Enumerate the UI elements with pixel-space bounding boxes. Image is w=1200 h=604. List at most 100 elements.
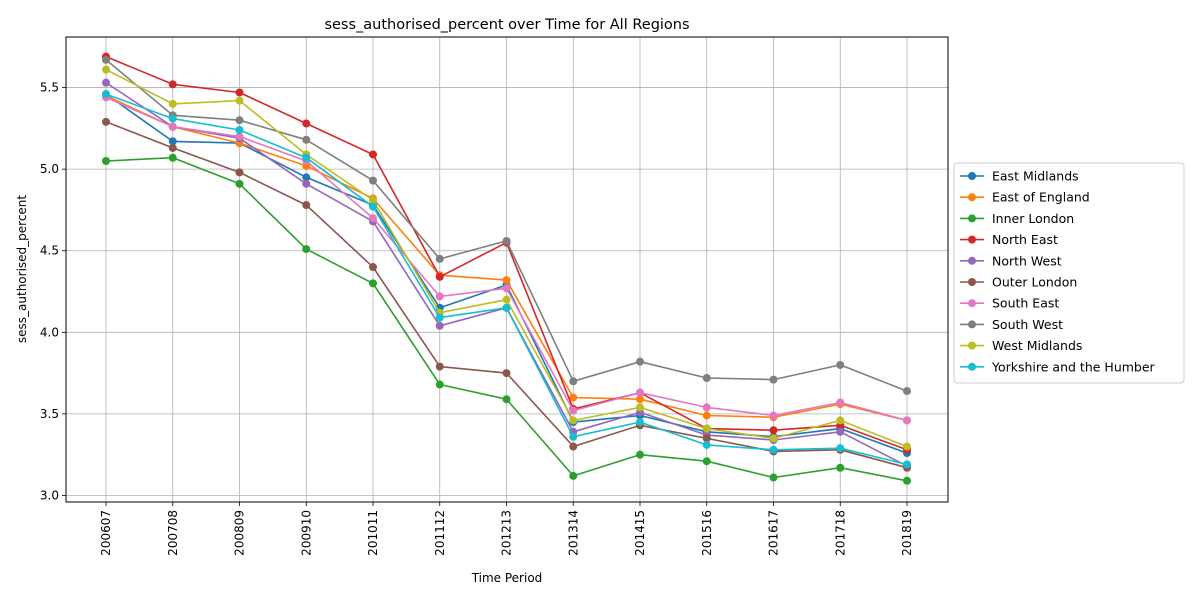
data-point — [569, 406, 578, 415]
legend: East Midlands East of England Inner London… — [953, 162, 1185, 384]
series-group — [102, 93, 911, 425]
legend-swatch-marker — [968, 362, 976, 371]
data-point — [769, 434, 778, 443]
data-point — [369, 263, 377, 272]
data-point — [702, 457, 711, 466]
data-point — [302, 179, 311, 188]
data-point — [636, 357, 644, 366]
legend-label: Yorkshire and the Humber — [991, 359, 1156, 374]
x-tick-label: 200708 — [166, 510, 180, 556]
data-point — [636, 403, 644, 412]
series-group — [102, 90, 911, 469]
data-point — [235, 179, 244, 188]
data-point — [502, 369, 511, 378]
data-point — [502, 276, 511, 285]
legend-swatch-marker — [968, 214, 976, 223]
legend-item: South East — [960, 296, 1059, 311]
data-point — [702, 403, 711, 412]
legend-swatch-marker — [968, 235, 976, 244]
legend-swatch-marker — [968, 299, 976, 308]
data-point — [102, 55, 110, 64]
data-point — [369, 202, 377, 211]
y-axis-ticks: 3.0 3.5 4.0 4.5 5.0 5.5 — [40, 81, 66, 502]
y-tick-label: 4.5 — [40, 244, 59, 258]
data-point — [769, 473, 778, 482]
y-tick-label: 5.0 — [40, 162, 59, 176]
legend-label: West Midlands — [992, 338, 1082, 353]
data-point — [836, 463, 845, 472]
y-tick-label: 3.0 — [40, 488, 59, 502]
data-point — [836, 360, 845, 369]
legend-swatch-marker — [968, 341, 976, 350]
data-point — [102, 65, 110, 74]
x-tick-label: 201718 — [833, 510, 847, 556]
data-point — [435, 362, 444, 371]
data-point — [569, 393, 578, 402]
legend-item: Outer London — [960, 275, 1077, 290]
data-point — [168, 153, 177, 162]
data-point — [168, 137, 177, 146]
x-tick-label: 201213 — [500, 510, 514, 556]
data-point — [369, 214, 377, 223]
data-point — [102, 117, 110, 126]
data-point — [168, 114, 177, 123]
data-point — [235, 126, 244, 134]
legend-swatch-marker — [968, 193, 976, 202]
data-point — [836, 427, 845, 436]
data-point — [702, 424, 711, 433]
x-tick-label: 200910 — [299, 510, 313, 556]
data-point — [702, 440, 711, 449]
legend-item: North West — [960, 253, 1062, 268]
legend-label: East Midlands — [992, 169, 1079, 184]
data-point — [569, 471, 578, 480]
data-point — [636, 388, 644, 397]
data-point — [836, 444, 845, 453]
x-tick-label: 201819 — [900, 510, 914, 556]
data-point — [168, 99, 177, 108]
legend-swatch-marker — [968, 172, 976, 180]
series-lines — [102, 52, 911, 485]
legend-swatch-marker — [968, 320, 976, 329]
data-point — [168, 80, 177, 89]
data-point — [702, 434, 711, 443]
data-point — [235, 96, 244, 105]
data-point — [769, 375, 778, 384]
series-group — [102, 65, 911, 451]
plot-area-frame — [65, 36, 949, 503]
data-point — [636, 450, 644, 459]
y-axis-title: sess_authorised_percent — [15, 195, 29, 344]
data-point — [903, 387, 911, 396]
x-tick-label: 201415 — [633, 510, 647, 556]
data-point — [302, 201, 311, 210]
series-group — [102, 55, 911, 396]
data-point — [502, 395, 511, 404]
data-point — [569, 442, 578, 451]
legend-item: East Midlands — [960, 169, 1079, 184]
data-point — [235, 132, 244, 141]
data-point — [836, 416, 845, 425]
data-point — [435, 272, 444, 281]
data-point — [903, 476, 911, 485]
x-tick-label: 201011 — [366, 510, 380, 556]
series-group — [102, 153, 911, 485]
legend-swatch-marker — [968, 256, 976, 265]
data-point — [769, 445, 778, 454]
data-point — [903, 442, 911, 451]
legend-swatch-marker — [968, 278, 976, 286]
x-tick-label: 201617 — [767, 510, 781, 556]
data-point — [502, 295, 511, 304]
x-tick-label: 201112 — [433, 510, 447, 556]
y-tick-label: 4.0 — [40, 325, 59, 339]
data-point — [102, 90, 110, 99]
legend-item: East of England — [960, 190, 1090, 205]
data-point — [502, 303, 511, 312]
legend-item: South West — [960, 317, 1063, 332]
data-point — [569, 416, 578, 425]
data-point — [235, 88, 244, 97]
legend-item: West Midlands — [960, 338, 1082, 353]
data-point — [369, 279, 377, 288]
data-point — [369, 196, 377, 205]
data-point — [302, 135, 311, 144]
data-point — [502, 236, 511, 245]
